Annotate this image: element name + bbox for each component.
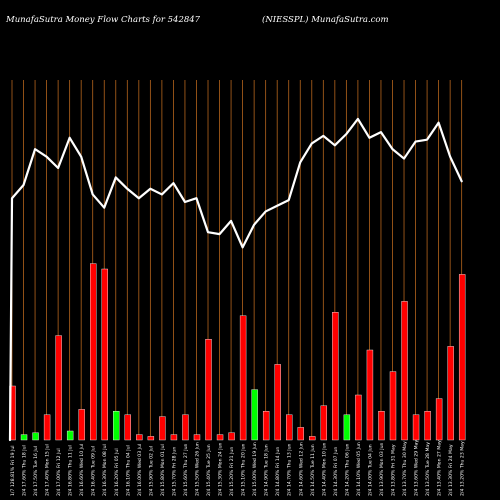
x-tick-label-6: 2/4 16.80% Thu 11 Jul: [68, 445, 74, 496]
x-tick-label-35: 2/4 13.70% Thu 30 May: [402, 441, 408, 496]
x-tick-label-10: 2/4 16.20% Fri 05 Jul: [114, 448, 120, 496]
x-tick-label-23: 2/4 14.90% Tue 18 Jun: [264, 444, 270, 496]
bar-12: [136, 434, 143, 441]
bar-16: [182, 414, 189, 441]
bar-27: [309, 436, 316, 441]
x-tick-label-37: 2/4 13.50% Tue 28 May: [425, 442, 431, 496]
x-tick-label-17: 2/4 15.50% Wed 26 Jun: [194, 442, 200, 496]
bar-28: [320, 405, 328, 441]
bar-13: [147, 436, 155, 441]
bar-14: [159, 416, 166, 441]
bar-30: [343, 414, 351, 441]
x-tick-label-12: 2/4 16.00% Wed 03 Jul: [137, 444, 143, 496]
x-tick-label-28: 2/4 14.40% Mon 10 Jun: [321, 442, 327, 496]
x-tick-label-8: 2/4 16.40% Tue 09 Jul: [91, 446, 97, 496]
bar-40: [458, 274, 466, 441]
x-tick-label-7: 2/4 16.60% Wed 10 Jul: [79, 444, 85, 496]
bar-23: [262, 411, 270, 441]
bar-7: [78, 409, 85, 441]
x-tick-label-39: 2/4 13.30% Fri 24 May: [448, 444, 454, 496]
x-tick-label-22: 2/4 15.00% Wed 19 Jun: [252, 442, 258, 496]
x-tick-label-31: 2/4 14.10% Wed 05 Jun: [356, 442, 362, 496]
bar-37: [424, 411, 431, 441]
bar-22: [251, 389, 258, 441]
bar-15: [170, 434, 178, 441]
bar-32: [366, 349, 374, 441]
x-tick-label-32: 2/4 14.00% Tue 04 Jun: [367, 444, 373, 496]
x-tick-label-11: 2/4 16.10% Thu 04 Jul: [125, 445, 131, 496]
x-tick-label-27: 2/4 14.50% Tue 11 Jun: [310, 444, 316, 496]
bar-2: [20, 434, 28, 441]
x-tick-label-25: 2/4 14.70% Thu 13 Jun: [287, 444, 293, 496]
bar-5: [55, 335, 62, 441]
bar-8: [90, 263, 97, 441]
x-tick-label-3: 2/4 17.50% Tue 16 Jul: [33, 446, 39, 496]
x-tick-label-18: 2/4 15.40% Tue 25 Jun: [206, 444, 212, 496]
bar-33: [378, 411, 385, 441]
x-tick-label-36: 2/4 13.60% Wed 29 May: [414, 440, 420, 496]
bar-29: [332, 312, 339, 441]
x-tick-label-33: 2/4 13.90% Mon 03 Jun: [379, 442, 385, 496]
money-flow-bars: [9, 263, 466, 441]
bar-35: [401, 301, 408, 441]
x-tick-label-16: 2/4 15.60% Thu 27 Jun: [183, 444, 189, 496]
bar-10: [113, 411, 120, 441]
chart-title: MunafaSutra Money Flow Charts for 542847: [6, 15, 201, 25]
x-tick-label-15: 2/4 15.70% Fri 28 Jun: [171, 447, 177, 496]
x-tick-label-26: 2/4 14.60% Wed 12 Jun: [298, 442, 304, 496]
money-flow-line: [8, 117, 463, 442]
bar-21: [239, 315, 247, 441]
x-tick-label-38: 2/4 13.40% Mon 27 May: [437, 440, 443, 496]
bar-11: [124, 414, 132, 441]
bar-6: [66, 430, 74, 441]
bar-25: [286, 414, 293, 441]
x-tick-label-4: 2/4 17.40% Mon 15 Jul: [45, 444, 51, 496]
x-tick-label-21: 2/4 15.10% Thu 20 Jun: [241, 444, 247, 496]
x-tick-labels: 1/7 128.81% Fri 19 Jul 2/4 17.60% Thu 18 …: [10, 440, 466, 496]
x-tick-label-1: 1/7 128.81% Fri 19 Jul: [10, 445, 16, 496]
x-tick-label-2: 2/4 17.60% Thu 18 Jul: [22, 445, 28, 496]
chart-source: (NIESSPL) MunafaSutra.com: [262, 15, 389, 25]
bar-19: [216, 434, 224, 441]
x-tick-label-5: 2/4 17.00% Fri 12 Jul: [56, 448, 62, 496]
x-tick-label-13: 2/4 15.90% Tue 02 Jul: [148, 446, 154, 496]
bar-39: [447, 346, 454, 441]
x-tick-label-34: 2/4 13.80% Fri 31 May: [390, 444, 396, 496]
x-tick-label-9: 2/4 16.30% Mon 08 Jul: [102, 444, 108, 496]
bar-34: [389, 371, 397, 441]
bar-17: [193, 434, 201, 441]
x-tick-label-24: 2/4 14.80% Fri 14 Jun: [275, 447, 281, 496]
bar-31: [355, 394, 362, 441]
bar-26: [297, 427, 304, 441]
x-tick-label-20: 2/4 15.20% Fri 21 Jun: [229, 447, 235, 496]
bar-38: [435, 398, 443, 441]
bar-36: [412, 414, 420, 441]
bar-9: [101, 268, 108, 441]
x-tick-label-14: 2/4 15.80% Mon 01 Jul: [160, 444, 166, 496]
bar-24: [274, 364, 281, 441]
x-tick-label-40: 2/4 13.20% Thu 23 May: [460, 441, 466, 496]
bar-3: [32, 432, 39, 441]
x-tick-label-30: 2/4 14.20% Thu 06 Jun: [344, 444, 350, 496]
bar-4: [43, 414, 51, 441]
bar-18: [205, 339, 212, 441]
x-tick-label-29: 2/4 14.30% Fri 07 Jun: [333, 447, 339, 496]
bar-20: [228, 432, 235, 441]
x-tick-label-19: 2/4 15.30% Mon 24 Jun: [218, 442, 224, 496]
